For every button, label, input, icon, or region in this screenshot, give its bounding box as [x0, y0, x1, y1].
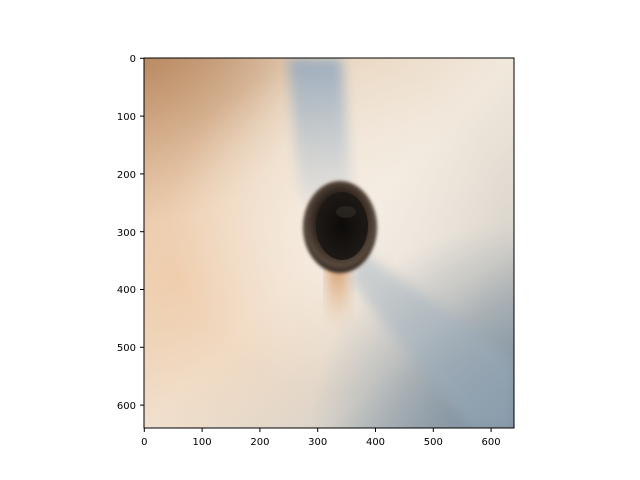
x-tick: 500: [424, 428, 443, 448]
y-tick-label: 0: [130, 54, 136, 65]
x-tick: 0: [141, 428, 147, 448]
y-tick-label: 100: [117, 112, 136, 123]
y-tick-label: 600: [117, 401, 136, 412]
dark-ring-object: [303, 181, 377, 273]
x-tick-label: 300: [308, 437, 327, 448]
plot-axes: 0 100 200 300 400 500: [117, 54, 515, 448]
y-tick: 200: [117, 170, 144, 181]
photo-image: [144, 58, 514, 428]
x-tick: 400: [366, 428, 385, 448]
y-tick: 300: [117, 228, 144, 239]
y-tick-label: 400: [117, 285, 136, 296]
y-tick: 400: [117, 285, 144, 296]
y-tick-label: 300: [117, 228, 136, 239]
x-tick-label: 400: [366, 437, 385, 448]
y-axis-ticks: 0 100 200 300 400 500: [117, 54, 144, 412]
y-tick-label: 200: [117, 170, 136, 181]
x-tick-label: 500: [424, 437, 443, 448]
x-tick-label: 200: [250, 437, 269, 448]
x-tick: 300: [308, 428, 327, 448]
y-tick: 100: [117, 112, 144, 123]
x-tick-label: 100: [193, 437, 212, 448]
x-tick: 100: [193, 428, 212, 448]
y-tick: 600: [117, 401, 144, 412]
y-tick-label: 500: [117, 343, 136, 354]
x-tick: 200: [250, 428, 269, 448]
x-tick-label: 0: [141, 437, 147, 448]
y-tick: 0: [130, 54, 144, 65]
x-tick-label: 600: [482, 437, 501, 448]
x-tick: 600: [482, 428, 501, 448]
y-tick: 500: [117, 343, 144, 354]
x-axis-ticks: 0 100 200 300 400 500: [141, 428, 501, 448]
